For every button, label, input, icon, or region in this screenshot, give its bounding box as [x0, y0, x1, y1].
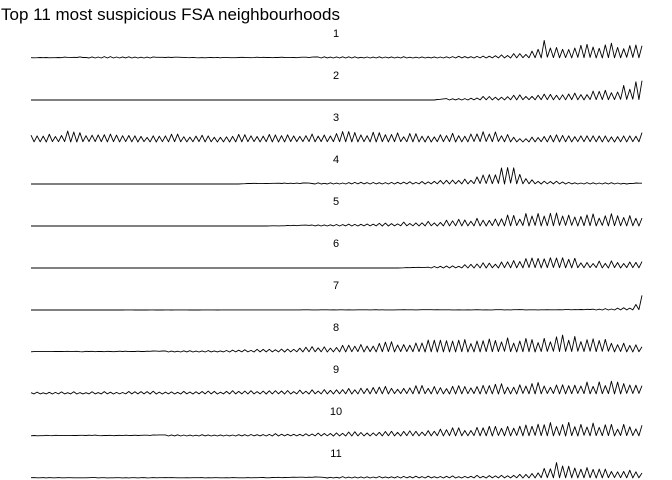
series-line: [31, 257, 643, 269]
series-line: [30, 462, 643, 479]
chart-title: Top 11 most suspicious FSA neighbourhood…: [1, 5, 340, 24]
panel-label: 9: [333, 364, 339, 376]
panel-label: 11: [330, 448, 341, 460]
panel-label: 4: [333, 154, 339, 166]
series-line: [31, 295, 643, 311]
panel-label: 6: [333, 238, 339, 250]
series-line: [31, 167, 642, 185]
series-line: [30, 130, 643, 143]
panel-label: 8: [333, 322, 339, 334]
series-line: [30, 421, 643, 437]
series-line: [31, 80, 643, 101]
panel-label: 3: [333, 112, 339, 124]
panel-label: 1: [333, 28, 339, 40]
panel-label: 5: [333, 196, 339, 208]
series-line: [30, 334, 643, 353]
panel-label: 10: [330, 406, 342, 418]
series-line: [31, 212, 643, 227]
panel-label: 2: [333, 70, 339, 82]
series-line: [30, 380, 643, 395]
series-line: [30, 39, 643, 59]
panel-label: 7: [333, 280, 339, 292]
